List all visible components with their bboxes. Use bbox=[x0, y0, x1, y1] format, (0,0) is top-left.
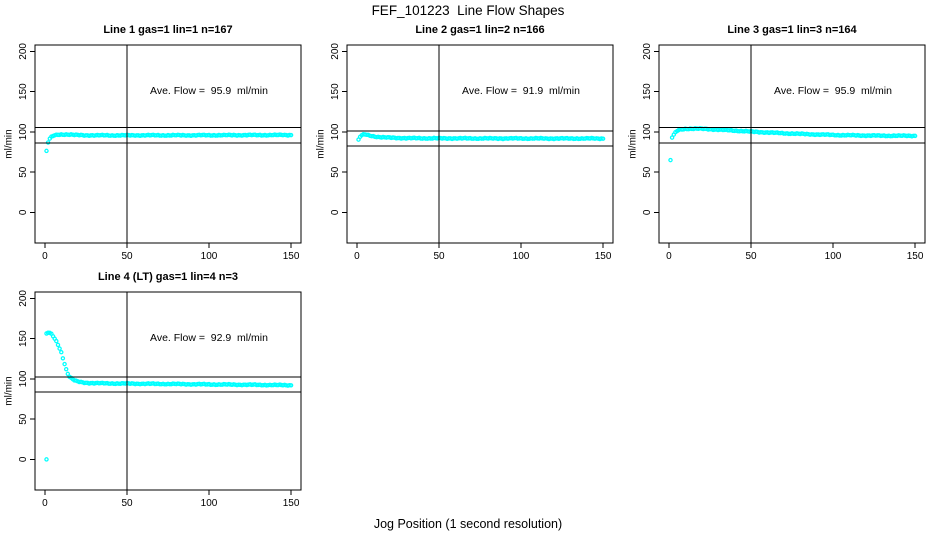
y-tick-label: 150 bbox=[18, 83, 29, 100]
plot-area-line-3: 0 50 100 150 0 50 100 150 200 bbox=[642, 43, 926, 262]
plot-box bbox=[658, 44, 926, 244]
x-tick-label: 150 bbox=[283, 498, 300, 509]
y-tick-label: 100 bbox=[642, 123, 653, 140]
x-tick-label: 100 bbox=[201, 498, 218, 509]
data-point bbox=[59, 349, 64, 355]
panel-title: Line 1 gas=1 lin=1 n=167 bbox=[103, 24, 233, 36]
plot-box bbox=[34, 291, 302, 491]
panel-line-1: 0 50 100 150 0 50 100 150 200 Line 1 gas=1 lin=1… bbox=[0, 20, 312, 267]
ave-flow-annotation: Ave. Flow = 95.9 ml/min bbox=[774, 85, 892, 97]
panel-line-4: 0 50 100 150 0 50 100 150 200 Line 4 (LT) gas=1 … bbox=[0, 267, 312, 514]
ave-flow-annotation: Ave. Flow = 95.9 ml/min bbox=[150, 85, 268, 97]
x-tick-label: 0 bbox=[666, 251, 672, 262]
x-tick-label: 50 bbox=[433, 251, 445, 262]
y-tick-label: 0 bbox=[330, 209, 341, 215]
y-tick-label: 100 bbox=[18, 370, 29, 387]
y-tick-label: 150 bbox=[642, 83, 653, 100]
y-tick-label: 100 bbox=[330, 123, 341, 140]
x-tick-label: 150 bbox=[595, 251, 612, 262]
plot-box bbox=[346, 44, 614, 244]
y-axis-label: ml/min bbox=[315, 129, 327, 159]
y-tick-label: 50 bbox=[18, 166, 29, 178]
y-tick-label: 200 bbox=[18, 290, 29, 307]
y-tick-label: 0 bbox=[18, 209, 29, 215]
y-tick-label: 200 bbox=[642, 43, 653, 60]
x-tick-label: 50 bbox=[745, 251, 757, 262]
y-tick-label: 50 bbox=[18, 413, 29, 425]
data-point bbox=[668, 157, 673, 163]
data-point bbox=[912, 133, 918, 139]
x-tick-label: 100 bbox=[513, 251, 530, 262]
plot-area-line-1: 0 50 100 150 0 50 100 150 200 bbox=[18, 43, 302, 262]
data-point bbox=[44, 148, 49, 154]
y-tick-label: 150 bbox=[18, 330, 29, 347]
ave-flow-annotation: Ave. Flow = 92.9 ml/min bbox=[150, 332, 268, 344]
data-point bbox=[600, 136, 606, 141]
data-point bbox=[54, 338, 59, 344]
x-tick-label: 150 bbox=[283, 251, 300, 262]
x-tick-label: 50 bbox=[121, 498, 133, 509]
panel-line-2: 0 50 100 150 0 50 100 150 200 Line 2 gas=1 lin=2… bbox=[312, 20, 624, 267]
panel-title: Line 3 gas=1 lin=3 n=164 bbox=[727, 24, 857, 36]
x-tick-label: 0 bbox=[354, 251, 360, 262]
y-axis-label: ml/min bbox=[627, 129, 639, 159]
y-tick-label: 0 bbox=[18, 456, 29, 462]
x-tick-label: 100 bbox=[825, 251, 842, 262]
y-tick-label: 0 bbox=[642, 209, 653, 215]
figure-title: FEF_101223 Line Flow Shapes bbox=[371, 3, 565, 18]
data-point bbox=[62, 361, 67, 367]
panel-title: Line 2 gas=1 lin=2 n=166 bbox=[415, 24, 545, 36]
y-tick-label: 50 bbox=[330, 166, 341, 178]
y-tick-label: 100 bbox=[18, 123, 29, 140]
plot-area-line-4: 0 50 100 150 0 50 100 150 200 bbox=[18, 290, 302, 509]
x-tick-label: 50 bbox=[121, 251, 133, 262]
y-tick-label: 200 bbox=[330, 43, 341, 60]
data-point bbox=[60, 356, 66, 361]
data-point bbox=[63, 366, 69, 372]
y-tick-label: 200 bbox=[18, 43, 29, 60]
plot-area-line-2: 0 50 100 150 0 50 100 150 200 bbox=[330, 43, 614, 262]
data-point bbox=[44, 457, 49, 462]
x-axis-label: Jog Position (1 second resolution) bbox=[373, 517, 563, 531]
y-tick-label: 150 bbox=[330, 83, 341, 100]
x-tick-label: 0 bbox=[42, 498, 48, 509]
x-tick-label: 150 bbox=[907, 251, 924, 262]
plot-box bbox=[34, 44, 302, 244]
panel-title: Line 4 (LT) gas=1 lin=4 n=3 bbox=[97, 271, 239, 283]
data-point bbox=[288, 383, 294, 388]
y-axis-label: ml/min bbox=[3, 376, 15, 406]
ave-flow-annotation: Ave. Flow = 91.9 ml/min bbox=[462, 85, 580, 97]
data-point bbox=[55, 342, 61, 348]
y-tick-label: 50 bbox=[642, 166, 653, 178]
x-tick-label: 0 bbox=[42, 251, 48, 262]
panel-line-3: 0 50 100 150 0 50 100 150 200 Line 3 gas=1 lin=3… bbox=[624, 20, 936, 267]
x-tick-label: 100 bbox=[201, 251, 218, 262]
y-axis-label: ml/min bbox=[3, 129, 15, 159]
data-point bbox=[288, 132, 294, 138]
data-point bbox=[57, 346, 62, 351]
